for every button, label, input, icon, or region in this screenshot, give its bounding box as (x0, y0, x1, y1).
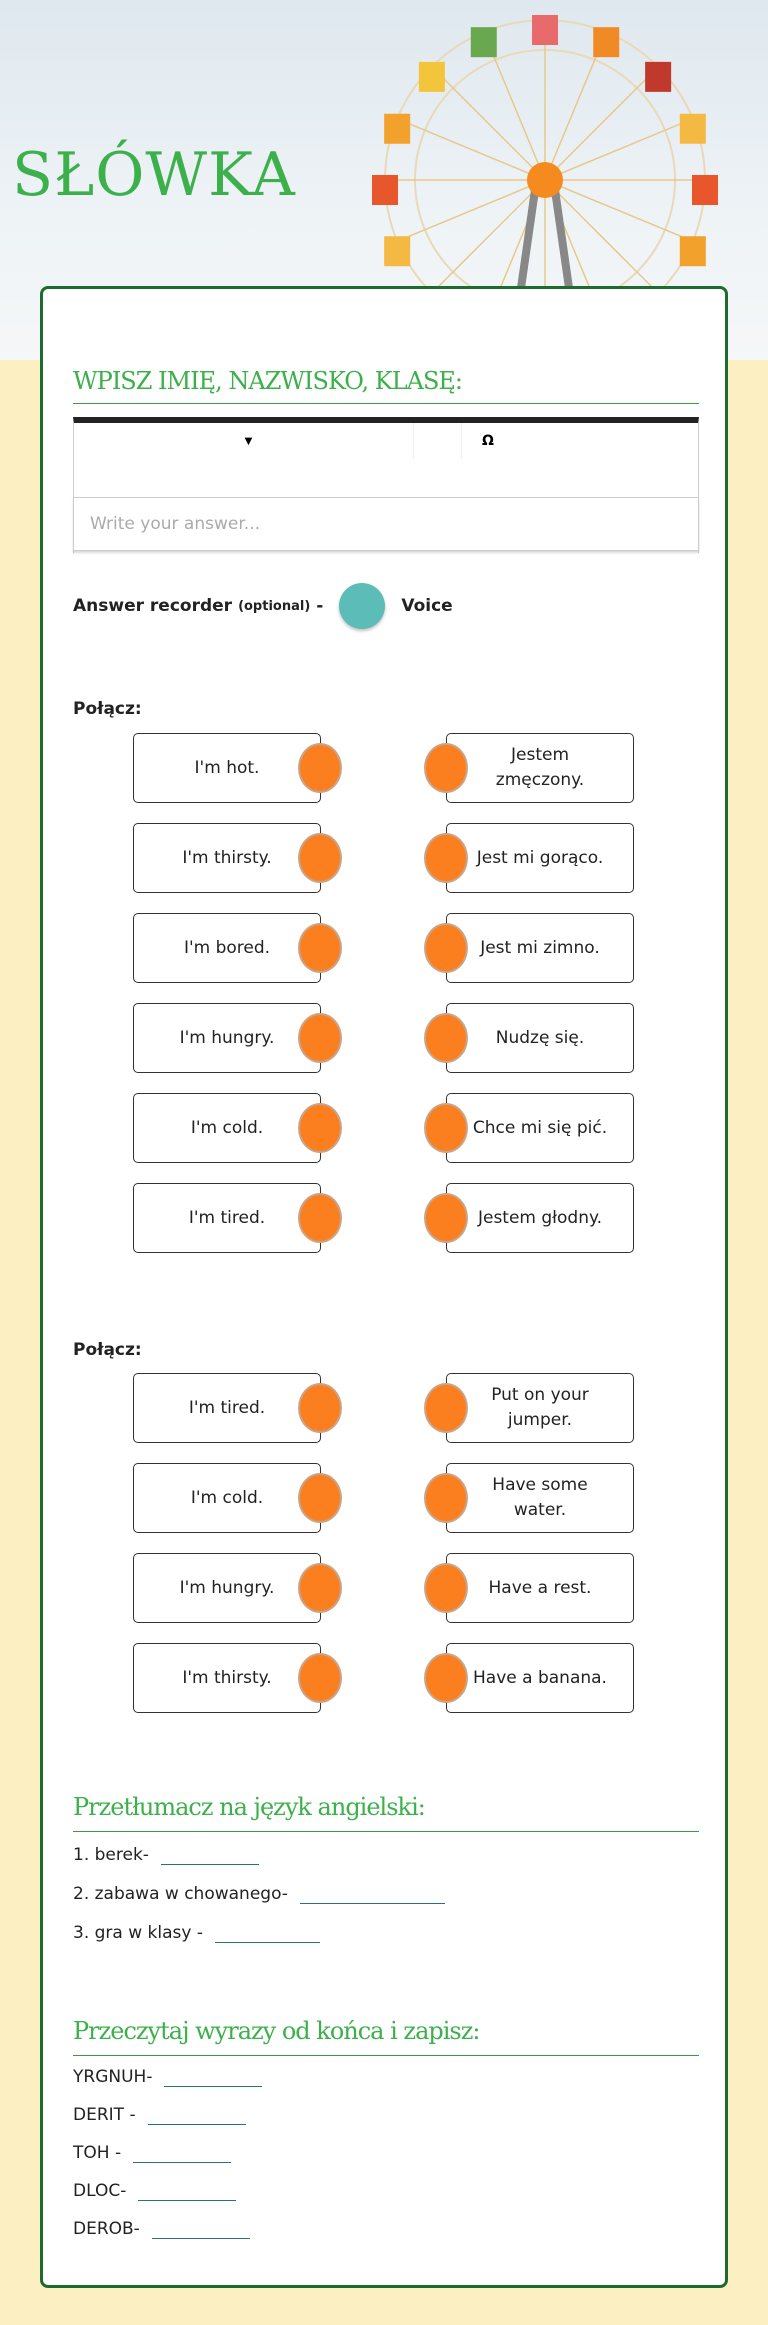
list-item: DEROB- (73, 2219, 250, 2239)
list-item: 2. zabawa w chowanego- (73, 1884, 445, 1904)
name-heading: WPISZ IMIĘ, NAZWISKO, KLASĘ: (73, 367, 463, 395)
editor-toolbar: ▼ Ω (74, 423, 698, 459)
connector-dot[interactable] (298, 1563, 342, 1613)
connector-dot[interactable] (424, 1653, 468, 1703)
connector-dot[interactable] (424, 1013, 468, 1063)
answer-blank-input[interactable] (214, 1923, 320, 1943)
list-item: 1. berek- (73, 1845, 259, 1865)
translate-prompt: 3. gra w klasy - (73, 1923, 203, 1943)
cabin (692, 175, 718, 205)
connector-dot[interactable] (424, 1383, 468, 1433)
answer-blank-input[interactable] (160, 1845, 259, 1865)
reverse-prompt: TOH - (73, 2143, 122, 2163)
answer-blank-input[interactable] (151, 2219, 250, 2239)
match-left-item[interactable]: I'm thirsty. (133, 1643, 321, 1713)
divider (73, 1831, 699, 1832)
match-right-item[interactable]: Have a rest. (446, 1553, 634, 1623)
answer-blank-input[interactable] (138, 2181, 237, 2201)
match-right-item[interactable]: Have a banana. (446, 1643, 634, 1713)
answer-input[interactable]: Write your answer... (73, 497, 699, 551)
reverse-prompt: YRGNUH- (73, 2067, 153, 2087)
connector-dot[interactable] (424, 743, 468, 793)
answer-blank-input[interactable] (133, 2143, 232, 2163)
match2-label: Połącz: (73, 1340, 142, 1360)
match-left-item[interactable]: I'm cold. (133, 1093, 321, 1163)
cabin (470, 27, 497, 58)
worksheet-card: WPISZ IMIĘ, NAZWISKO, KLASĘ: ▼ Ω Write y… (40, 286, 728, 2288)
reverse-prompt: DLOC- (73, 2181, 127, 2201)
reverse-prompt: DERIT - (73, 2105, 136, 2125)
connector-dot[interactable] (424, 833, 468, 883)
recorder-dash: - (316, 596, 324, 616)
special-character-button[interactable]: Ω (482, 433, 494, 449)
list-item: YRGNUH- (73, 2067, 263, 2087)
match-left-item[interactable]: I'm thirsty. (133, 823, 321, 893)
match-left-item[interactable]: I'm tired. (133, 1183, 321, 1253)
match-left-item[interactable]: I'm hungry. (133, 1003, 321, 1073)
cabin (384, 236, 411, 267)
cabin (679, 236, 706, 267)
format-dropdown[interactable]: ▼ (74, 423, 414, 459)
match-right-item[interactable]: Nudzę się. (446, 1003, 634, 1073)
match-right-item[interactable]: Have some water. (446, 1463, 634, 1533)
connector-dot[interactable] (424, 1193, 468, 1243)
connector-dot[interactable] (298, 1103, 342, 1153)
match-left-item[interactable]: I'm bored. (133, 913, 321, 983)
divider (73, 403, 699, 404)
connector-dot[interactable] (298, 1653, 342, 1703)
cabin (372, 175, 398, 205)
cabin (679, 113, 706, 144)
match-right-item[interactable]: Jestem głodny. (446, 1183, 634, 1253)
record-button[interactable] (339, 583, 386, 629)
match-right-item[interactable]: Jestem zmęczony. (446, 733, 634, 803)
match-left-item[interactable]: I'm hot. (133, 733, 321, 803)
cabin (532, 15, 558, 45)
divider (73, 2055, 699, 2056)
cabin (418, 61, 445, 92)
reverse-heading: Przeczytaj wyrazy od końca i zapisz: (73, 2017, 480, 2045)
connector-dot[interactable] (298, 833, 342, 883)
answer-blank-input[interactable] (147, 2105, 246, 2125)
connector-dot[interactable] (424, 1473, 468, 1523)
translate-prompt: 2. zabawa w chowanego- (73, 1884, 288, 1904)
voice-label: Voice (401, 596, 453, 616)
match-right-item[interactable]: Jest mi gorąco. (446, 823, 634, 893)
toolbar-button[interactable] (414, 423, 462, 459)
match-right-item[interactable]: Chce mi się pić. (446, 1093, 634, 1163)
connector-dot[interactable] (298, 1383, 342, 1433)
connector-dot[interactable] (298, 1013, 342, 1063)
match-right-item[interactable]: Put on your jumper. (446, 1373, 634, 1443)
cabin (593, 27, 620, 58)
connector-dot[interactable] (424, 923, 468, 973)
connector-dot[interactable] (298, 1473, 342, 1523)
connector-dot[interactable] (424, 1563, 468, 1613)
page-title: SŁÓWKA (12, 140, 296, 210)
recorder-label: Answer recorder (73, 596, 233, 616)
list-item: DLOC- (73, 2181, 237, 2201)
connector-dot[interactable] (298, 1193, 342, 1243)
match-left-item[interactable]: I'm hungry. (133, 1553, 321, 1623)
answer-blank-input[interactable] (164, 2067, 263, 2087)
recorder-optional: (optional) (238, 598, 311, 614)
connector-dot[interactable] (298, 923, 342, 973)
match-left-item[interactable]: I'm cold. (133, 1463, 321, 1533)
connector-dot[interactable] (424, 1103, 468, 1153)
list-item: DERIT - (73, 2105, 246, 2125)
answer-blank-input[interactable] (299, 1884, 445, 1904)
cabin (384, 113, 411, 144)
cabin (645, 61, 672, 92)
translate-prompt: 1. berek- (73, 1845, 149, 1865)
translate-heading: Przetłumacz na język angielski: (73, 1793, 426, 1821)
caret-down-icon: ▼ (244, 435, 253, 447)
rich-text-editor[interactable]: ▼ Ω (73, 417, 699, 553)
match-left-item[interactable]: I'm tired. (133, 1373, 321, 1443)
connector-dot[interactable] (298, 743, 342, 793)
reverse-prompt: DEROB- (73, 2219, 140, 2239)
match-right-item[interactable]: Jest mi zimno. (446, 913, 634, 983)
list-item: 3. gra w klasy - (73, 1923, 320, 1943)
list-item: TOH - (73, 2143, 232, 2163)
match1-label: Połącz: (73, 699, 142, 719)
answer-recorder: Answer recorder (optional) - Voice (73, 583, 453, 629)
